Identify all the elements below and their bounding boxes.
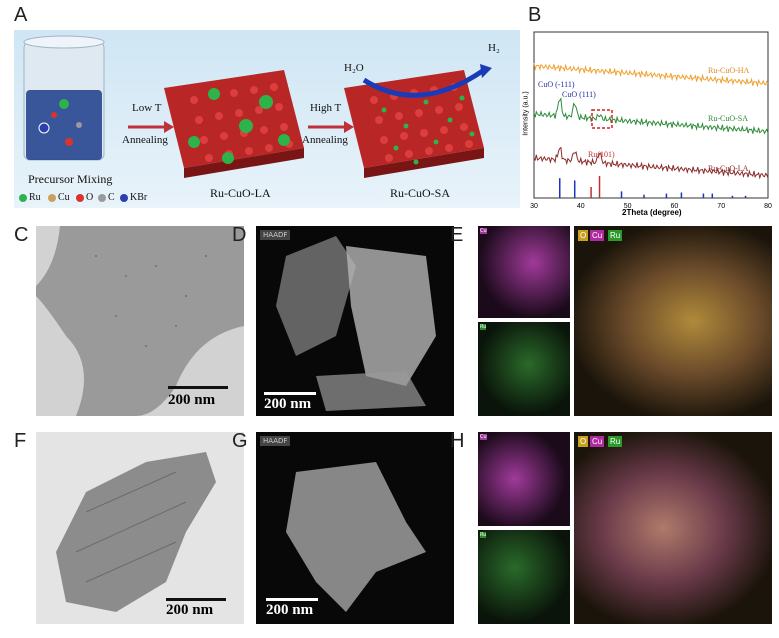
scale-bar-c	[168, 386, 228, 389]
overlay-cu-tag-h: Cu	[590, 436, 605, 447]
xrd-tick-40: 40	[577, 203, 585, 210]
haadf-tag-d: HAADF	[260, 230, 291, 240]
ru-cuo-la-label: Ru-CuO-LA	[210, 186, 271, 200]
scale-bar-f	[166, 598, 226, 601]
xrd-ylabel: Intensity (a.u.)	[522, 91, 530, 136]
panel-label-g: G	[232, 430, 248, 452]
arrow2-top-label: High T	[310, 102, 342, 114]
panel-label-d: D	[232, 224, 247, 246]
panel-label-c: C	[14, 224, 29, 246]
overlay-ru-tag-e: Ru	[608, 230, 623, 241]
arrow2-bottom-label: Annealing	[302, 134, 348, 146]
xrd-series-1	[533, 97, 769, 135]
scale-text-d: 200 nm	[264, 396, 312, 412]
xrd-tick-60: 60	[671, 203, 679, 210]
map-ru-tag-h: Ru	[480, 532, 487, 538]
scale-bar-d	[264, 392, 316, 395]
overlay-ru-tag-h: Ru	[608, 436, 623, 447]
panel-label-b: B	[528, 4, 542, 26]
series-label-ha: Ru-CuO-HA	[708, 66, 750, 75]
map-ru-e	[478, 322, 570, 416]
panel-label-h: H	[450, 430, 465, 452]
xrd-series-0	[533, 62, 769, 88]
h2o-label: H₂O	[344, 62, 364, 74]
overlay-cu-tag-e: Cu	[590, 230, 605, 241]
arrow1-top-label: Low T	[132, 102, 162, 114]
map-cu-h	[478, 432, 570, 526]
xrd-tick-70: 70	[717, 203, 725, 210]
xrd-tick-30: 30	[530, 203, 538, 210]
haadf-image-d: HAADF 200 nm	[256, 226, 454, 416]
series-label-sa: Ru-CuO-SA	[708, 114, 749, 123]
xrd-xlabel: 2Theta (degree)	[622, 208, 682, 217]
overlay-o-tag-h: O	[578, 436, 589, 447]
map-cu-tag-e: Cu	[480, 228, 487, 234]
scale-text-c: 200 nm	[168, 392, 216, 408]
legend-cu: Cu	[58, 192, 70, 203]
map-cu-tag-h: Cu	[480, 434, 487, 440]
scale-bar-g	[266, 598, 318, 601]
legend-dots	[19, 194, 128, 202]
schematic-illustration	[19, 35, 492, 202]
panel-label-e: E	[450, 224, 464, 246]
legend-c: C	[108, 192, 115, 203]
legend-ru: Ru	[29, 192, 41, 203]
arrow1-bottom-label: Annealing	[122, 134, 168, 146]
annot-ru-101: Ru(101)	[588, 150, 615, 159]
xrd-tick-80: 80	[764, 203, 772, 210]
xrd-series-2	[533, 146, 769, 180]
map-ru-tag-e: Ru	[480, 324, 487, 330]
arrow-high-t	[308, 121, 354, 133]
ru-cuo-sa-slab	[344, 64, 492, 178]
h2-label: H₂	[488, 42, 500, 54]
series-label-la: Ru-CuO-LA	[708, 164, 749, 173]
xrd-tick-50: 50	[624, 203, 632, 210]
schematic-panel: Precursor Mixing Ru Cu O C KBr Low T Ann…	[14, 30, 520, 208]
scale-text-f: 200 nm	[166, 602, 214, 618]
haadf-tag-g: HAADF	[260, 436, 291, 446]
annot-cuo-111: CuO (111)	[562, 90, 596, 99]
map-cu-e	[478, 226, 570, 318]
annot-cuo-111-neg: CuO (-111)	[538, 80, 575, 89]
map-ru-h	[478, 530, 570, 624]
beaker-icon	[23, 35, 105, 161]
map-overlay-e: O Cu Ru	[574, 226, 772, 416]
legend-kbr: KBr	[130, 192, 148, 203]
ru-cuo-sa-label: Ru-CuO-SA	[390, 186, 451, 200]
scale-text-g: 200 nm	[266, 602, 314, 618]
legend-o: O	[86, 192, 94, 203]
panel-label-a: A	[14, 4, 28, 26]
ru-cuo-la-slab	[164, 70, 304, 178]
map-overlay-h: O Cu Ru	[574, 432, 772, 624]
highlight-box	[591, 109, 613, 129]
overlay-o-tag-e: O	[578, 230, 589, 241]
xrd-chart: 30 40 50 60 70 80	[530, 31, 772, 210]
tem-image-f: 200 nm	[36, 432, 244, 624]
haadf-image-g: HAADF 200 nm	[256, 432, 454, 624]
panel-label-f: F	[14, 430, 27, 452]
tem-image-c: 200 nm	[36, 226, 244, 416]
arrow-low-t	[128, 121, 174, 133]
precursor-mixing-label: Precursor Mixing	[28, 172, 113, 186]
